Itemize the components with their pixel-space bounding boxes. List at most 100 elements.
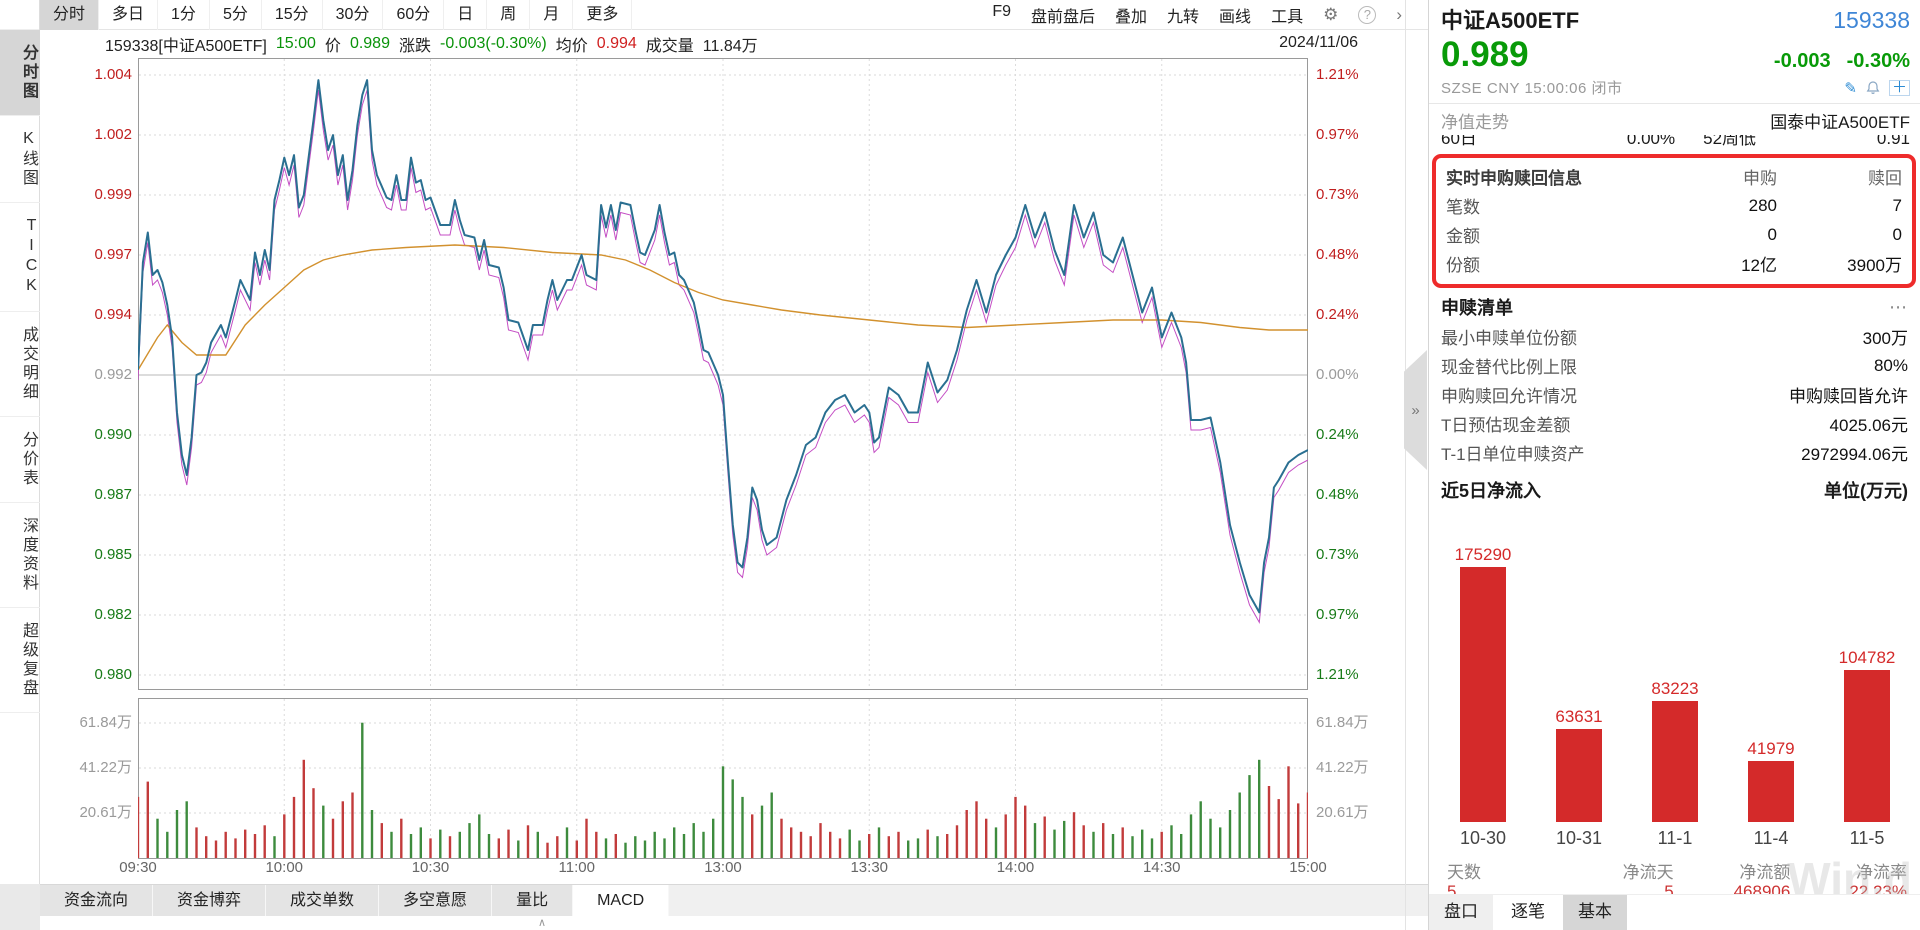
pct-axis-label-8: 0.73% [1316,546,1359,563]
more-ellipsis-icon[interactable]: ⋯ [1889,296,1908,317]
x-tick-8: 15:00 [1289,859,1327,876]
x-tick-6: 14:00 [996,859,1035,876]
price-pane[interactable] [138,58,1308,690]
pct-axis-label-1: 0.97% [1316,126,1359,143]
rt-box-row-0: 笔数 280 7 [1446,191,1902,220]
help-icon[interactable]: ? [1358,5,1377,24]
toolbar-item-6[interactable]: 60分 [383,0,445,30]
vol-axis-label-left-0: 61.84万 [79,714,132,731]
sidebar-item-1[interactable]: K线图 [0,116,40,203]
flow-footer-header-1: 净流天 [1622,863,1674,882]
toolbar-item-3[interactable]: 5分 [210,0,262,30]
toolbar-item-1[interactable]: 多日 [99,0,159,30]
flow-footer-value-0: 5 [1447,882,1457,894]
x-tick-2: 10:30 [411,859,450,876]
flow-section-title: 近5日净流入 [1441,481,1542,501]
change-label: 涨跌 [398,38,431,55]
panel-tab-0[interactable]: 盘口 [1429,895,1493,930]
rt-row-sell-value: 7 [1892,195,1902,215]
sidebar-item-3[interactable]: 成交明细 [0,312,40,417]
price-axis-label-3: 0.997 [94,246,132,263]
toolbar-item-10[interactable]: 更多 [573,0,633,30]
sidebar-item-2[interactable]: TICK [0,203,40,312]
toolbar-item-5[interactable]: 30分 [323,0,384,30]
toolbar-item-2[interactable]: 1分 [158,0,210,30]
rt-box-col-sell: 赎回 [1868,169,1902,188]
flow-bar-column-4: 104782 [1819,648,1915,822]
stat-52wlow-label: 52周低 [1703,135,1757,148]
indicator-tab-4[interactable]: 量比 [492,885,574,916]
indicator-tab-0[interactable]: 资金流向 [40,885,154,916]
edit-icon[interactable]: ✎ [1844,79,1857,97]
rt-box-row-2: 份额 12亿 3900万 [1446,249,1902,278]
price-axis-label-7: 0.987 [94,486,132,503]
panel-tab-2[interactable]: 基本 [1563,895,1627,930]
last-price: 0.989 [1441,35,1529,74]
stat-52wlow-value: 0.91 [1876,135,1910,148]
collapse-up-icon[interactable]: ∧ [538,917,546,929]
flow-category-3: 11-4 [1753,828,1789,848]
toolbar-right-item-1[interactable]: 盘前盘后 [1031,8,1096,26]
volume-label: 成交量 [645,38,694,55]
flow-footer-header-2: 净流额 [1739,863,1791,882]
redeem-row-label: 现金替代比例上限 [1441,358,1577,377]
nav-trend-label: 净值走势 [1441,113,1509,132]
flow-footer-values-clipped: 5 5 468906 22.23% [1429,882,1920,894]
toolbar-item-9[interactable]: 月 [530,0,574,30]
chevron-right-icon[interactable]: › [1396,4,1402,24]
rt-box-col-buy: 申购 [1743,169,1777,188]
toolbar-right-item-2[interactable]: 叠加 [1115,8,1148,26]
toolbar-item-8[interactable]: 周 [487,0,531,30]
flow-bar-value: 41979 [1747,739,1795,758]
flow-bar-column-0: 175290 [1435,545,1531,822]
quote-panel: 中证A500ETF 159338 0.989 -0.003 -0.30% SZS… [1428,0,1920,930]
toolbar-right-item-0[interactable]: F9 [992,2,1011,20]
sidebar-item-4[interactable]: 分价表 [0,417,40,503]
alert-bell-icon[interactable] [1865,80,1881,96]
toolbar-item-7[interactable]: 日 [444,0,488,30]
flow-footer-value-2: 468906 [1733,882,1791,894]
indicator-tab-2[interactable]: 成交单数 [266,885,380,916]
avg-value: 0.994 [596,35,637,52]
change-value: -0.003(-0.30%) [440,35,547,52]
add-icon[interactable]: ＋ [1888,79,1910,96]
vol-axis-label-right-2: 20.61万 [1316,804,1369,821]
toolbar-right-item-3[interactable]: 九转 [1167,8,1200,26]
toolbar-item-4[interactable]: 15分 [262,0,323,30]
intraday-chart[interactable]: 1.004 1.002 0.999 0.997 0.994 0.992 0.990 0.987… [40,58,1428,884]
panel-tab-1[interactable]: 逐笔 [1496,895,1560,930]
toolbar-right-group: F9 盘前盘后 叠加 九转 画线 工具 ⚙ ? › [992,3,1428,27]
flow-bar [1556,729,1602,822]
panel-collapse-handle[interactable]: » [1404,350,1427,470]
vol-axis-label-left-2: 20.61万 [79,804,132,821]
volume-value: 11.84万 [702,38,758,55]
sidebar-scroll-corner[interactable] [0,884,40,930]
redeem-row-value: 4025.06元 [1829,416,1908,435]
chart-code-name: 159338[中证A500ETF] [105,38,267,55]
rt-row-buy-value: 0 [1767,224,1777,244]
stats-row-clipped: 60日 0.00% 52周低 0.91 [1429,135,1920,151]
sidebar-item-5[interactable]: 深度资料 [0,503,40,608]
price-change: -0.003 [1773,50,1831,72]
toolbar-item-0[interactable]: 分时 [40,0,100,30]
indicator-tab-1[interactable]: 资金博弈 [153,885,267,916]
indicator-tab-5[interactable]: MACD [573,885,670,916]
rt-row-label: 笔数 [1446,198,1480,217]
x-tick-5: 13:30 [850,859,889,876]
flow-footer-header-0: 天数 [1447,863,1481,882]
flow-footer-value-1: 5 [1664,882,1674,894]
indicator-tab-3[interactable]: 多空意愿 [379,885,493,916]
sidebar-item-0[interactable]: 分时图 [0,30,40,116]
chart-time: 15:00 [275,35,316,52]
price-axis-label-8: 0.985 [94,546,132,563]
realtime-subscription-box: 实时申购赎回信息 申购 赎回 笔数 280 7 金额 0 0 份额 12亿 3900万 [1432,154,1916,288]
gear-icon[interactable]: ⚙ [1323,4,1339,24]
indicator-tab-bar: 资金流向 资金博弈 成交单数 多空意愿 量比 MACD [40,884,1428,916]
sidebar-item-6[interactable]: 超级复盘 [0,608,40,713]
flow-category-0: 10-30 [1459,828,1507,848]
toolbar-right-item-4[interactable]: 画线 [1219,8,1252,26]
sidebar-spacer [0,0,39,30]
price-change-pct: -0.30% [1846,50,1910,72]
volume-pane[interactable] [138,698,1308,859]
toolbar-right-item-5[interactable]: 工具 [1271,8,1304,26]
